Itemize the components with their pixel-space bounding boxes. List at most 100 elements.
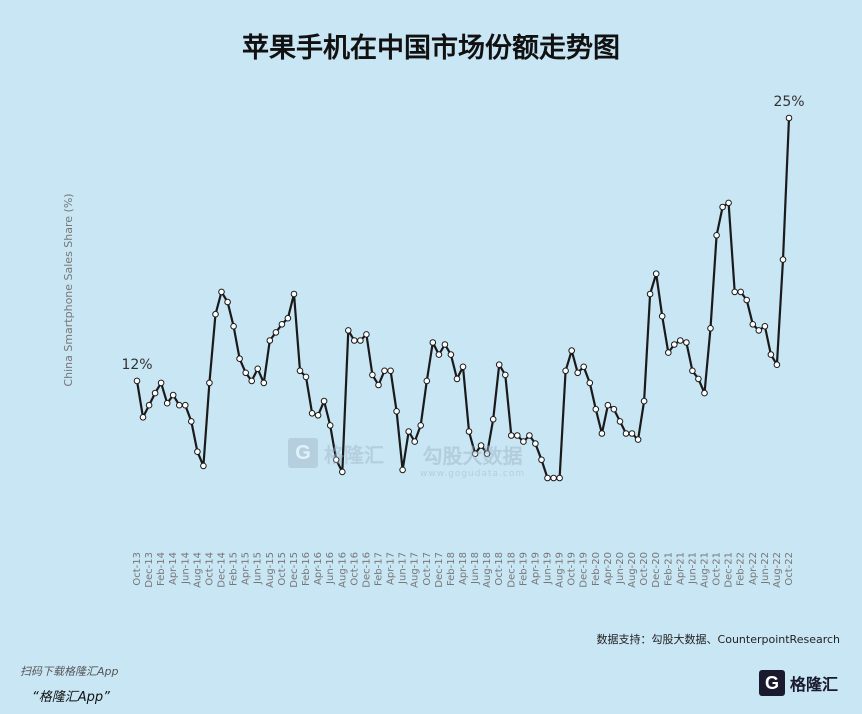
data-point [302, 373, 310, 381]
x-tick-label: Feb-20 [591, 552, 602, 586]
x-tick-label: Dec-13 [144, 552, 155, 588]
x-tick-label: Feb-16 [301, 552, 312, 586]
data-point [652, 270, 660, 278]
footer-app-name: “格隆汇App” [32, 690, 110, 705]
x-tick-label: Jun-22 [760, 552, 771, 585]
data-point [761, 323, 769, 330]
data-point [737, 288, 745, 296]
data-point [731, 288, 739, 296]
x-tick-label: Dec-21 [724, 552, 735, 588]
x-tick-label: Oct-18 [494, 552, 505, 586]
x-tick-label: Oct-15 [277, 552, 288, 586]
data-point [514, 432, 521, 439]
footer-note: 扫码下载格隆汇App [20, 665, 119, 678]
data-point [502, 371, 509, 379]
x-tick-label: Oct-19 [567, 552, 578, 586]
x-tick-label: Feb-17 [374, 552, 385, 586]
x-tick-label: Dec-19 [579, 552, 590, 588]
x-tick-label: Apr-16 [313, 552, 324, 585]
data-point [556, 474, 563, 482]
data-point [218, 288, 225, 296]
data-point [459, 363, 467, 371]
x-tick-label: Jun-17 [398, 552, 409, 585]
x-tick-label: Dec-16 [361, 552, 372, 588]
x-tick-label: Jun-19 [543, 552, 554, 585]
brand-logo: G 格隆汇 [758, 670, 838, 696]
data-point [296, 367, 304, 375]
data-point [671, 341, 678, 348]
data-point [236, 355, 243, 363]
data-point [151, 389, 159, 397]
data-point [278, 321, 286, 328]
data-point [677, 337, 684, 344]
data-point [176, 401, 183, 409]
x-tick-label: Feb-14 [156, 552, 167, 586]
data-label: 12% [121, 357, 152, 373]
watermark-logo: G 格隆汇 [288, 438, 384, 468]
data-point [188, 418, 195, 425]
data-point [646, 290, 654, 298]
data-point [465, 428, 473, 435]
data-point [314, 412, 322, 419]
data-point [326, 422, 334, 429]
data-point [586, 379, 594, 387]
x-tick-label: Jun-14 [180, 552, 191, 585]
data-point [308, 410, 316, 417]
x-tick-label: Apr-18 [458, 552, 469, 585]
data-point [538, 456, 545, 464]
data-point [284, 314, 292, 322]
data-point [658, 312, 666, 320]
x-tick-label: Aug-15 [265, 552, 276, 588]
data-point [133, 377, 141, 385]
data-point [520, 438, 527, 445]
x-tick-label: Oct-13 [132, 552, 143, 586]
x-tick-label: Oct-14 [204, 552, 215, 586]
data-point [483, 450, 491, 458]
data-point [495, 361, 503, 369]
data-point [200, 462, 207, 470]
data-label: 25% [773, 94, 804, 110]
x-tick-label: Feb-21 [663, 552, 674, 586]
data-point [785, 114, 793, 122]
watermark-logo-icon: G [288, 438, 318, 468]
data-point [381, 367, 388, 375]
data-point [622, 430, 630, 437]
x-tick-label: Feb-15 [229, 552, 240, 586]
data-point [248, 377, 255, 385]
data-point [399, 466, 406, 474]
watermark-site-url: www.gogudata.com [420, 469, 526, 479]
data-point [508, 432, 515, 439]
data-point [707, 325, 714, 332]
x-tick-label: Dec-14 [217, 552, 228, 588]
data-point [489, 416, 497, 423]
x-tick-label: Oct-22 [784, 552, 795, 586]
data-point [562, 367, 569, 375]
data-point [272, 329, 280, 336]
data-point [163, 399, 171, 407]
data-point [550, 474, 557, 482]
x-tick-label: Dec-20 [651, 552, 662, 588]
data-point [242, 369, 249, 377]
data-point [725, 199, 732, 207]
x-tick-label: Oct-20 [639, 552, 650, 586]
x-tick-label: Oct-21 [712, 552, 723, 586]
data-point [544, 474, 551, 482]
brand-name: 格隆汇 [789, 675, 838, 694]
data-point [206, 379, 213, 387]
data-point [332, 456, 340, 464]
x-tick-label: Jun-20 [615, 552, 626, 585]
x-tick-label: Aug-17 [410, 552, 421, 588]
data-point [689, 367, 696, 375]
data-point [139, 414, 147, 421]
x-tick-label: Aug-19 [555, 552, 566, 588]
data-point [194, 448, 201, 456]
data-point [423, 377, 431, 385]
x-tick-label: Aug-21 [700, 552, 711, 588]
x-tick-label: Oct-17 [422, 552, 433, 586]
data-source-note: 数据支持：勾股大数据、CounterpointResearch [596, 633, 840, 646]
x-tick-label: Dec-18 [506, 552, 517, 588]
x-tick-label: Feb-19 [518, 552, 529, 586]
data-point [405, 428, 413, 435]
data-point [375, 381, 382, 389]
data-point [363, 331, 370, 338]
